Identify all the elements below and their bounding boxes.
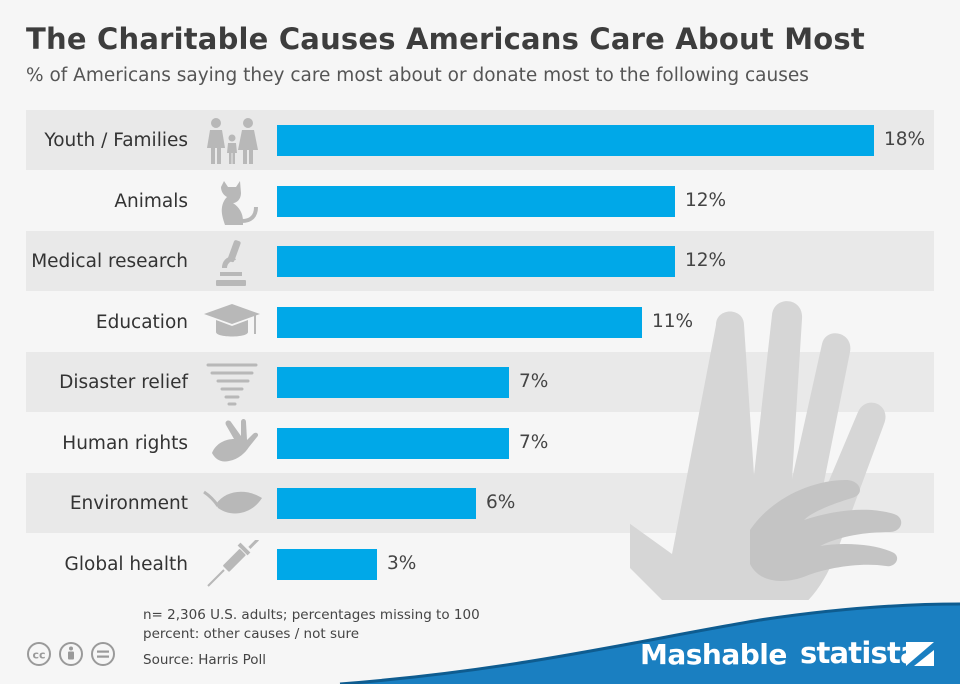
- chart-subtitle: % of Americans saying they care most abo…: [26, 65, 809, 86]
- value-label: 3%: [387, 553, 417, 574]
- category-label: Medical research: [31, 251, 188, 272]
- category-label: Youth / Families: [44, 130, 188, 151]
- value-label: 7%: [519, 371, 549, 392]
- category-label: Animals: [114, 191, 188, 212]
- category-label: Disaster relief: [59, 372, 188, 393]
- family-icon: [207, 118, 258, 164]
- bar-disaster-relief: [277, 367, 509, 398]
- bar-global-health: [277, 549, 377, 580]
- value-label: 7%: [519, 432, 549, 453]
- value-label: 6%: [486, 492, 516, 513]
- bar-education: [277, 307, 642, 338]
- microscope-icon: [216, 240, 246, 286]
- hand-icon: [212, 419, 259, 462]
- value-label: 12%: [685, 190, 727, 211]
- hands-illustration: [630, 301, 902, 600]
- chart-title: The Charitable Causes Americans Care Abo…: [26, 22, 865, 56]
- category-label: Global health: [64, 554, 188, 575]
- license-icons: cc: [27, 642, 115, 666]
- category-label: Education: [95, 312, 188, 333]
- bar-human-rights: [277, 428, 509, 459]
- bar-animals: [277, 186, 675, 217]
- graduation-cap-icon: [204, 304, 260, 337]
- category-label: Environment: [69, 493, 188, 514]
- value-label: 18%: [884, 129, 926, 150]
- footer-band: [339, 602, 960, 684]
- bar-medical-research: [277, 246, 675, 277]
- syringe-icon: [207, 540, 259, 587]
- svg-text:cc: cc: [32, 649, 45, 662]
- statista-logo[interactable]: statista: [800, 636, 920, 670]
- value-label: 11%: [652, 311, 694, 332]
- bar-environment: [277, 488, 476, 519]
- tornado-icon: [206, 363, 258, 406]
- source-note: Source: Harris Poll: [143, 652, 266, 668]
- value-label: 12%: [685, 250, 727, 271]
- leaf-icon: [203, 490, 262, 514]
- cat-icon: [221, 181, 258, 225]
- statista-mark-icon: [906, 642, 934, 666]
- category-label: Human rights: [62, 433, 188, 454]
- mashable-logo[interactable]: Mashable: [640, 638, 787, 671]
- sample-note: n= 2,306 U.S. adults; percentages missin…: [143, 607, 480, 642]
- bar-youth-families: [277, 125, 874, 156]
